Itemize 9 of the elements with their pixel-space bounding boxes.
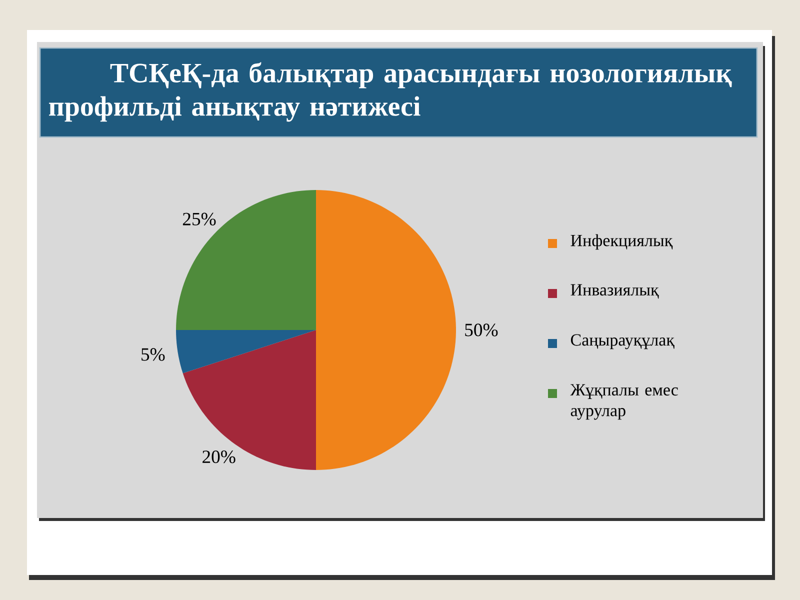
legend-label: Жұқпалы емес аурулар: [570, 384, 678, 420]
data-label: 25%: [182, 212, 216, 226]
legend-label: Инвазиялық: [570, 284, 659, 299]
legend-label: Инфекциялық: [570, 234, 673, 250]
data-label: 20%: [202, 450, 236, 464]
legend-label: Саңырауқұлақ: [570, 334, 674, 350]
data-label: 50%: [465, 324, 498, 336]
chart-title: ТСҚеҚ-да балықтар арасындағы нозологиялық профильді анықтау нәтижесі: [49, 62, 732, 122]
data-label: 5%: [142, 348, 165, 361]
